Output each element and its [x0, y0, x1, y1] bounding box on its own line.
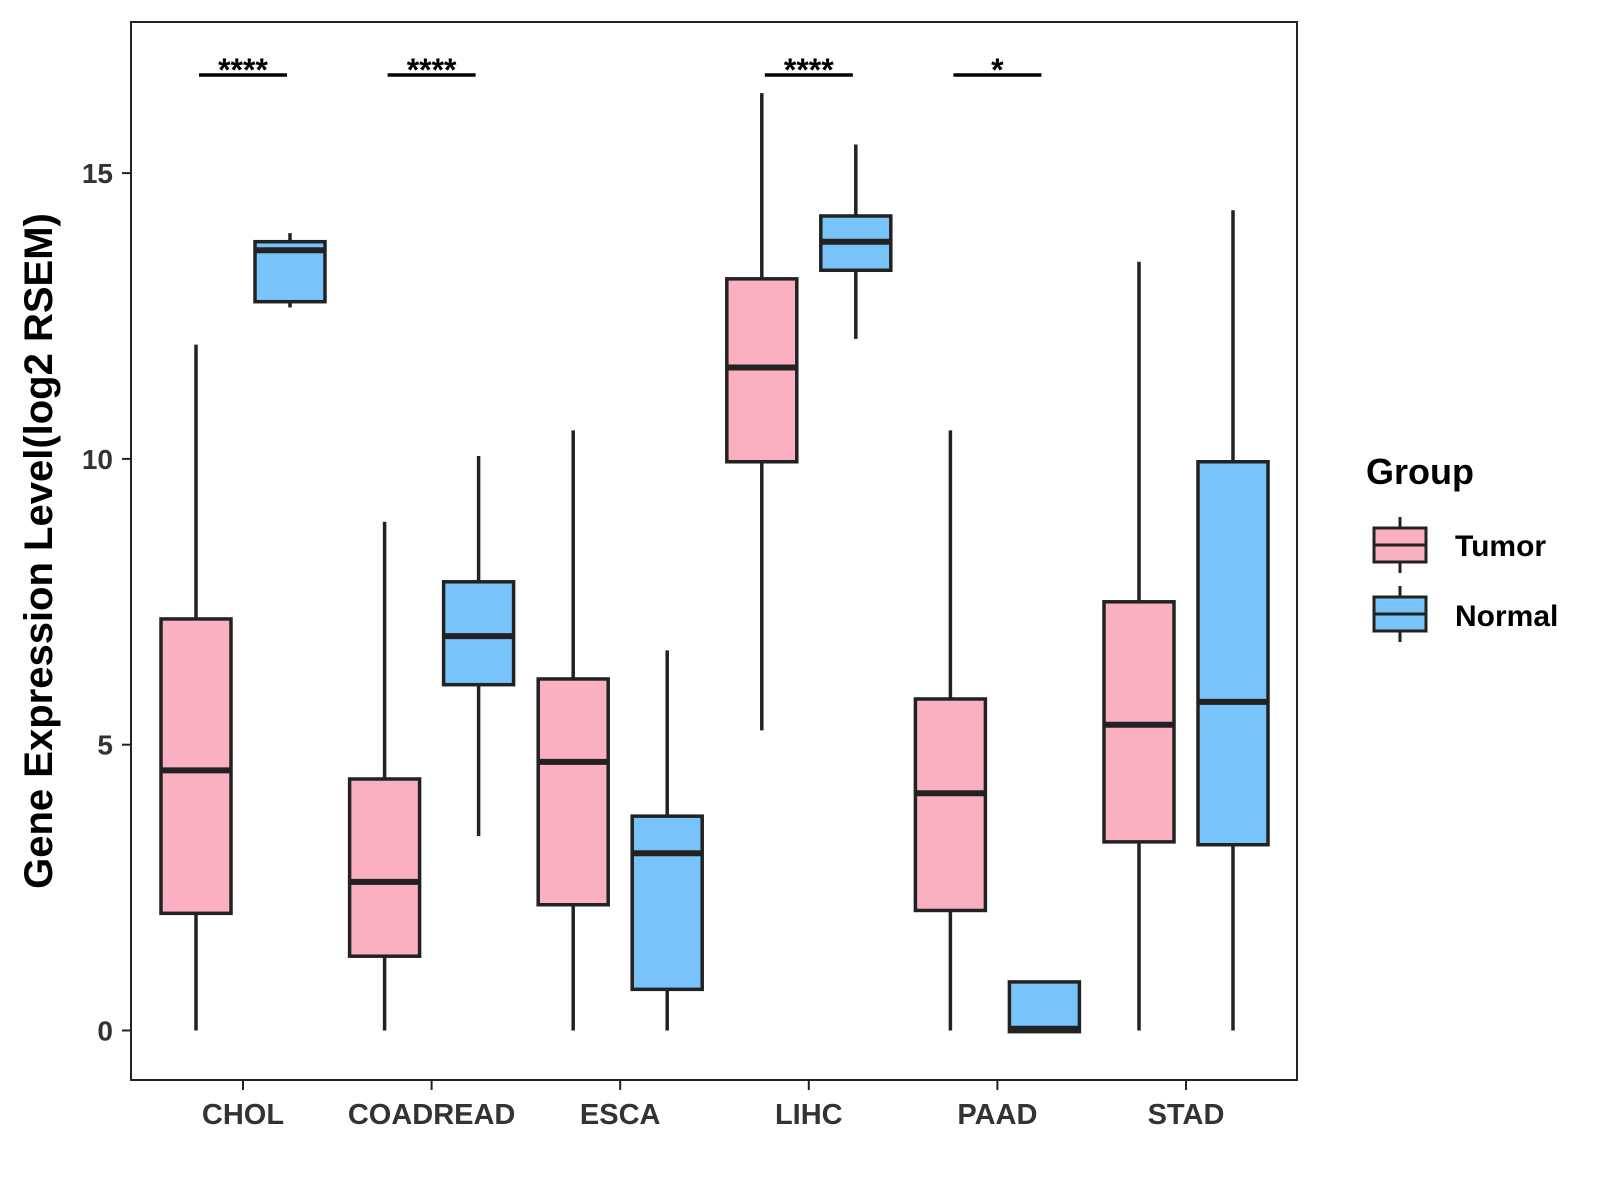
y-tick-label-5: 5: [97, 730, 113, 761]
box-tumor-lihc: [725, 93, 799, 731]
box-body-normal-stad: [1196, 460, 1270, 847]
box-normal-paad: [1007, 980, 1082, 1034]
legend: Group Tumor Normal: [1366, 451, 1558, 642]
significance-label-chol: ****: [218, 52, 268, 88]
box-tumor-chol: [159, 344, 233, 1031]
x-tick-label-chol: CHOL: [202, 1099, 284, 1131]
box-normal-esca: [630, 650, 704, 1031]
x-tick-label-lihc: LIHC: [775, 1099, 843, 1131]
legend-title: Group: [1366, 451, 1474, 492]
box-normal-stad: [1196, 210, 1270, 1031]
x-tick-label-stad: STAD: [1148, 1099, 1225, 1131]
legend-label-normal: Normal: [1455, 600, 1558, 633]
box-normal-chol: [253, 233, 327, 308]
legend-key-normal: [1372, 586, 1428, 642]
box-body-tumor-esca: [536, 677, 610, 907]
plot-panel: [130, 21, 1298, 1081]
x-tick-label-esca: ESCA: [580, 1099, 661, 1131]
y-axis-title: Gene Expression Level(log2 RSEM): [17, 213, 61, 889]
box-normal-lihc: [819, 144, 893, 339]
y-tick-label-15: 15: [82, 158, 113, 189]
significance-label-lihc: ****: [784, 52, 834, 88]
box-tumor-paad: [913, 430, 988, 1031]
box-body-normal-paad: [1007, 980, 1082, 1034]
y-tick-label-10: 10: [82, 444, 113, 475]
y-tick-label-0: 0: [97, 1016, 113, 1047]
box-tumor-esca: [536, 430, 610, 1031]
box-tumor-stad: [1102, 261, 1176, 1031]
box-body-tumor-chol: [159, 617, 233, 916]
box-normal-coadread: [441, 456, 516, 837]
x-tick-label-coadread: COADREAD: [348, 1099, 516, 1131]
legend-key-tumor: [1372, 517, 1428, 573]
boxes-layer: [159, 93, 1270, 1034]
box-body-tumor-coadread: [347, 777, 422, 958]
significance-label-paad: *: [991, 52, 1004, 88]
axes-layer: 0 5 10 15 CHOL COADREAD ESCA LIHC PAAD STAD: [82, 158, 1225, 1131]
x-tick-label-paad: PAAD: [957, 1099, 1037, 1131]
box-tumor-coadread: [347, 521, 422, 1031]
significance-label-coadread: ****: [407, 52, 457, 88]
box-body-normal-esca: [630, 814, 704, 992]
box-body-tumor-paad: [913, 697, 988, 913]
significance-layer: **** **** **** *: [199, 52, 1042, 88]
legend-label-tumor: Tumor: [1455, 530, 1546, 563]
